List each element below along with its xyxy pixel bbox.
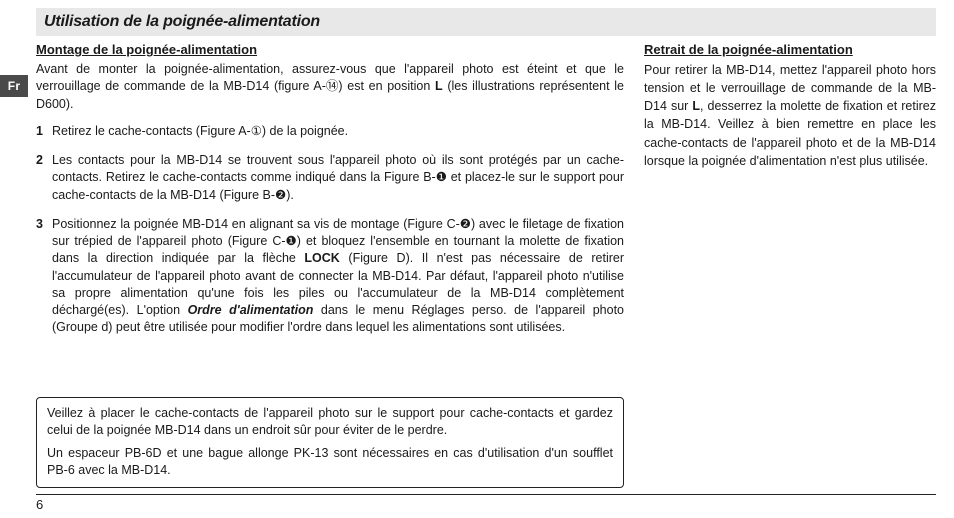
- removal-body: Pour retirer la MB-D14, mettez l'apparei…: [644, 61, 936, 170]
- title-bar: Utilisation de la poignée-alimentation: [36, 8, 936, 36]
- language-tab: Fr: [0, 75, 28, 97]
- step-1: Retirez le cache-contacts (Figure A-①) d…: [52, 123, 624, 140]
- note-box: Veillez à placer le cache-contacts de l'…: [36, 397, 624, 488]
- note-p1: Veillez à placer le cache-contacts de l'…: [47, 405, 613, 440]
- step-2: Les contacts pour la MB-D14 se trouvent …: [52, 152, 624, 204]
- step-3: Positionnez la poignée MB-D14 en alignan…: [52, 216, 624, 337]
- left-column: Montage de la poignée-alimentation Avant…: [36, 40, 634, 492]
- page-title: Utilisation de la poignée-alimentation: [44, 13, 320, 31]
- removal-heading: Retrait de la poignée-alimentation: [644, 42, 936, 57]
- mounting-heading: Montage de la poignée-alimentation: [36, 42, 624, 57]
- right-column: Retrait de la poignée-alimentation Pour …: [634, 40, 936, 492]
- mounting-steps: Retirez le cache-contacts (Figure A-①) d…: [36, 123, 624, 337]
- bottom-rule: [36, 494, 936, 495]
- mounting-intro: Avant de monter la poignée-alimentation,…: [36, 61, 624, 113]
- note-p2: Un espaceur PB-6D et une bague allonge P…: [47, 445, 613, 480]
- page-number: 6: [36, 497, 43, 512]
